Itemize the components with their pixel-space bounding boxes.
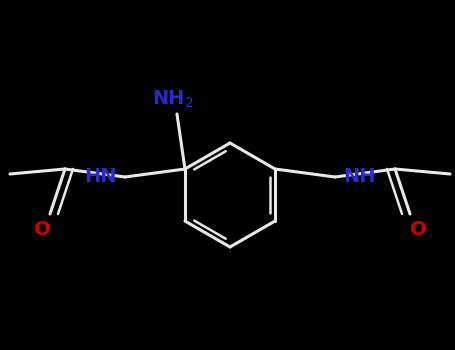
Text: NH$_2$: NH$_2$ (152, 89, 194, 110)
Text: O: O (34, 220, 51, 239)
Text: HN: HN (85, 168, 117, 187)
Text: O: O (410, 220, 426, 239)
Text: NH: NH (343, 168, 375, 187)
